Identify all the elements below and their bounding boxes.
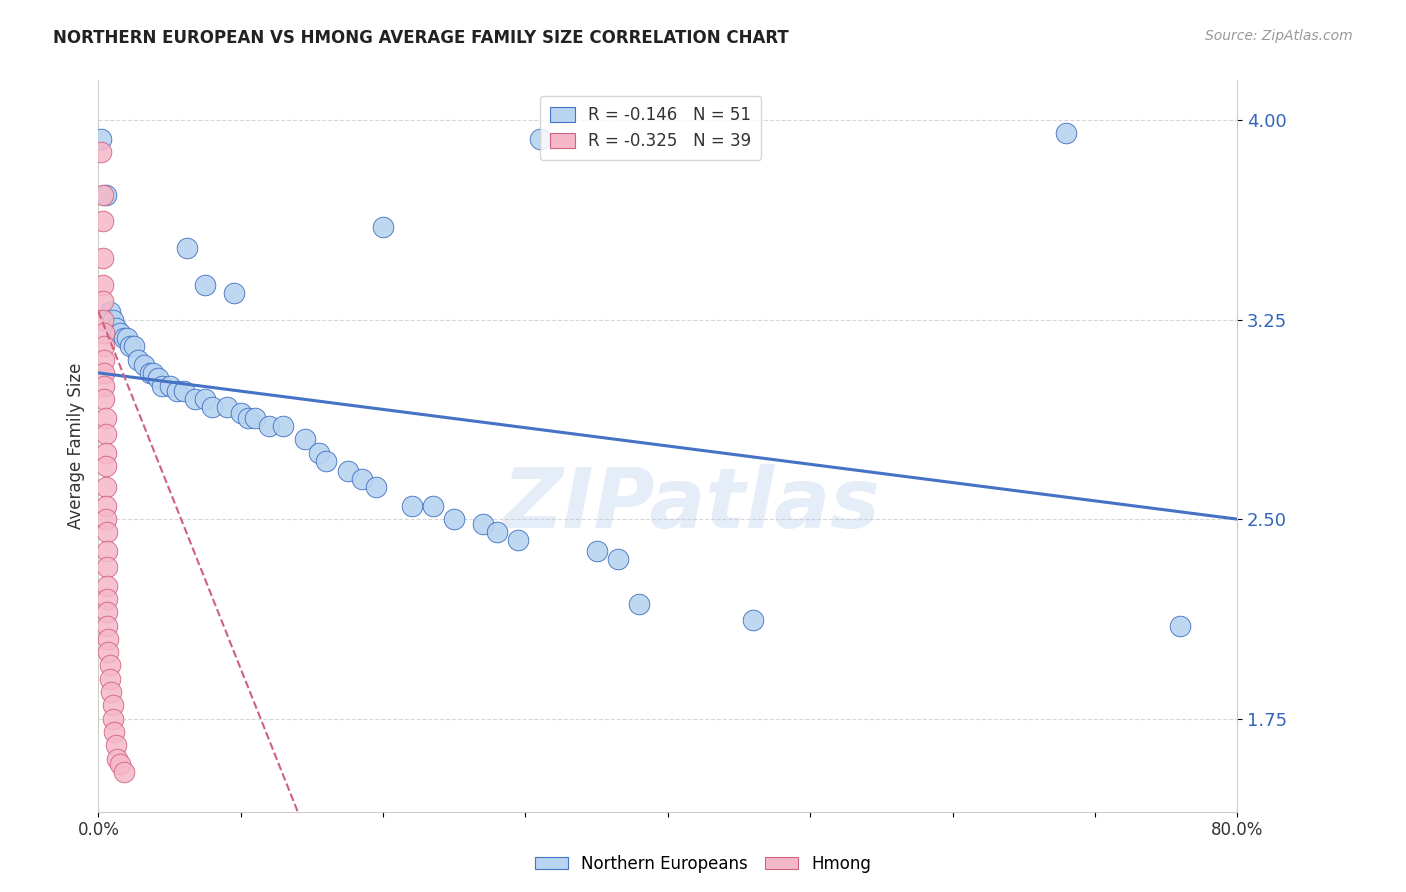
Point xyxy=(148,371,170,385)
Point xyxy=(94,187,117,202)
Point xyxy=(308,445,330,459)
Text: ZIPatlas: ZIPatlas xyxy=(502,464,880,545)
Point xyxy=(96,525,118,540)
Point xyxy=(141,366,163,380)
Point xyxy=(364,480,387,494)
Point xyxy=(194,278,217,293)
Point xyxy=(93,326,115,340)
Point xyxy=(112,764,135,779)
Text: Source: ZipAtlas.com: Source: ZipAtlas.com xyxy=(1205,29,1353,43)
Point xyxy=(122,339,145,353)
Point xyxy=(236,411,259,425)
Point xyxy=(105,751,128,765)
Point xyxy=(94,458,117,473)
Point xyxy=(104,738,127,752)
Point xyxy=(103,725,125,739)
Point xyxy=(96,605,118,619)
Point xyxy=(607,552,630,566)
Point xyxy=(93,339,115,353)
Point xyxy=(127,352,149,367)
Point xyxy=(229,406,252,420)
Point xyxy=(97,645,120,659)
Point xyxy=(508,533,530,548)
Point xyxy=(90,145,112,160)
Point xyxy=(91,293,114,308)
Point xyxy=(173,384,195,399)
Point xyxy=(166,384,188,399)
Point xyxy=(222,286,245,301)
Point xyxy=(93,366,115,380)
Point xyxy=(97,632,120,646)
Point xyxy=(91,187,114,202)
Point xyxy=(1170,618,1192,632)
Point xyxy=(315,453,337,467)
Point xyxy=(742,613,765,627)
Point xyxy=(138,366,160,380)
Point xyxy=(112,331,135,345)
Point xyxy=(115,331,138,345)
Point xyxy=(96,579,118,593)
Point xyxy=(529,132,551,146)
Point xyxy=(96,618,118,632)
Point xyxy=(93,379,115,393)
Point xyxy=(93,352,115,367)
Point xyxy=(93,392,115,407)
Point xyxy=(108,756,131,771)
Point xyxy=(350,472,373,486)
Point xyxy=(94,480,117,494)
Point xyxy=(118,339,141,353)
Point xyxy=(628,597,651,611)
Point xyxy=(96,591,118,606)
Point xyxy=(90,132,112,146)
Point xyxy=(1056,127,1078,141)
Point xyxy=(194,392,217,407)
Point xyxy=(336,464,359,478)
Y-axis label: Average Family Size: Average Family Size xyxy=(66,363,84,529)
Point xyxy=(94,427,117,442)
Point xyxy=(96,544,118,558)
Text: NORTHERN EUROPEAN VS HMONG AVERAGE FAMILY SIZE CORRELATION CHART: NORTHERN EUROPEAN VS HMONG AVERAGE FAMIL… xyxy=(53,29,789,46)
Point xyxy=(91,312,114,326)
Point xyxy=(98,658,121,673)
Point xyxy=(259,419,281,434)
Point xyxy=(294,433,316,447)
Point xyxy=(401,499,423,513)
Point xyxy=(101,312,124,326)
Point xyxy=(471,517,494,532)
Point xyxy=(91,278,114,293)
Point xyxy=(215,401,238,415)
Point xyxy=(100,685,122,699)
Point xyxy=(94,499,117,513)
Point xyxy=(104,320,127,334)
Point xyxy=(422,499,444,513)
Point xyxy=(273,419,295,434)
Point xyxy=(201,401,224,415)
Point xyxy=(132,358,155,372)
Point xyxy=(98,304,121,318)
Point xyxy=(373,219,395,234)
Point xyxy=(91,252,114,266)
Point xyxy=(101,698,124,713)
Point xyxy=(243,411,266,425)
Point xyxy=(108,326,131,340)
Point xyxy=(176,241,198,255)
Point xyxy=(159,379,181,393)
Point xyxy=(91,214,114,228)
Legend: Northern Europeans, Hmong: Northern Europeans, Hmong xyxy=(529,848,877,880)
Point xyxy=(443,512,465,526)
Point xyxy=(94,445,117,459)
Point xyxy=(486,525,509,540)
Point xyxy=(94,512,117,526)
Point xyxy=(101,712,124,726)
Point xyxy=(94,411,117,425)
Point xyxy=(585,544,607,558)
Point xyxy=(152,379,174,393)
Legend: R = -0.146   N = 51, R = -0.325   N = 39: R = -0.146 N = 51, R = -0.325 N = 39 xyxy=(540,96,761,161)
Point xyxy=(184,392,207,407)
Point xyxy=(96,560,118,574)
Point xyxy=(98,672,121,686)
